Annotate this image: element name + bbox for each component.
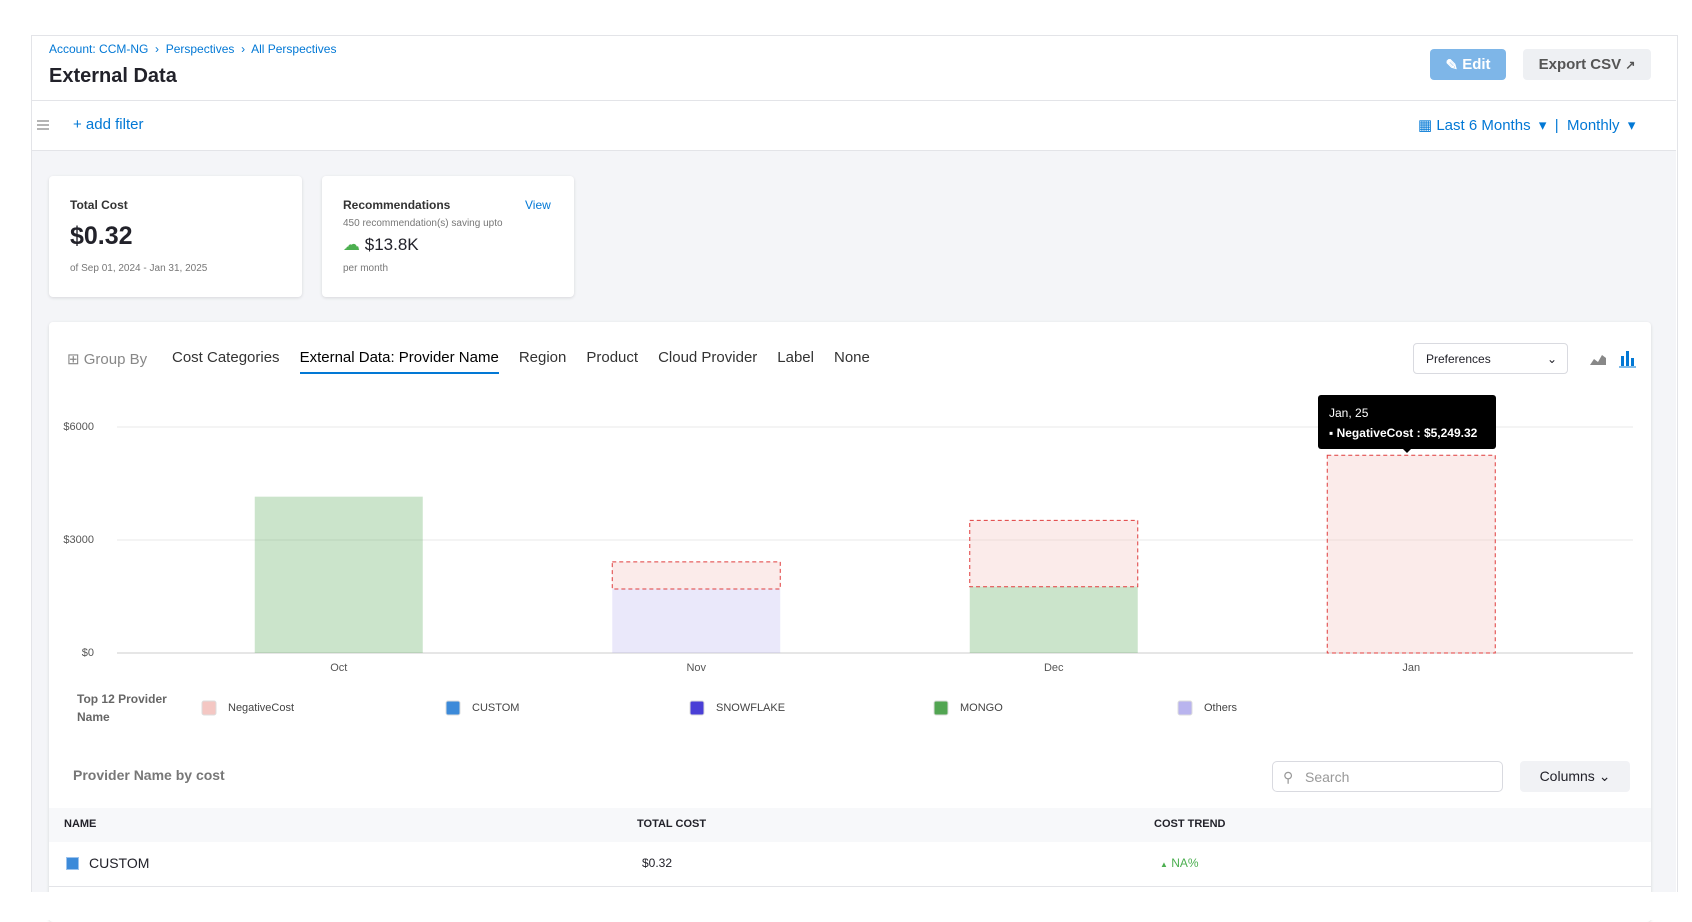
tooltip-arrow — [1401, 447, 1413, 459]
export-button[interactable]: Export CSV ↗ — [1523, 49, 1651, 80]
cell: NA% — [1171, 856, 1198, 870]
bar-segment — [1327, 455, 1495, 653]
group-by-option[interactable]: None — [834, 349, 870, 374]
column-header: COST TREND — [1154, 818, 1226, 830]
legend-label: MONGO — [960, 702, 1003, 714]
card-note: 450 recommendation(s) saving upto — [343, 218, 503, 229]
page-title: External Data — [49, 65, 177, 88]
y-tick-label: $6000 — [63, 421, 94, 433]
crumb[interactable]: All Perspectives — [251, 42, 336, 56]
legend-label: Others — [1204, 702, 1238, 714]
date-controls[interactable]: ▦ Last 6 Months ▾ | Monthly ▾ — [1418, 116, 1635, 134]
group-by-options: Cost Categories External Data: Provider N… — [172, 349, 870, 374]
group-by-option[interactable]: Label — [777, 349, 814, 374]
bar-segment — [612, 562, 780, 589]
view-link[interactable]: View — [525, 198, 551, 212]
legend-title: Top 12 Provider Name — [77, 690, 187, 726]
group-by-label: Group By — [84, 351, 147, 368]
columns-label: Columns — [1540, 768, 1595, 784]
range[interactable]: Last 6 Months — [1436, 117, 1530, 134]
legend-swatch — [202, 701, 216, 715]
x-tick-label: Nov — [686, 662, 706, 674]
card-value: $0.32 — [70, 222, 133, 251]
total-cost-card: Total Cost $0.32 of Sep 01, 2024 - Jan 3… — [49, 176, 302, 297]
card-value: ☁ $13.8K — [343, 235, 419, 255]
add-filter[interactable]: + add filter — [73, 116, 143, 133]
legend-swatch — [1178, 701, 1192, 715]
card-unit: per month — [343, 263, 388, 274]
edit-button[interactable]: ✎ Edit — [1430, 49, 1506, 80]
recommendations-card: Recommendations View 450 recommendation(… — [322, 176, 574, 297]
bar-segment — [970, 520, 1138, 586]
group-by-option[interactable]: External Data: Provider Name — [300, 349, 499, 374]
table-header — [49, 808, 1651, 842]
search-placeholder: Search — [1305, 769, 1349, 785]
x-tick-label: Jan — [1402, 662, 1420, 674]
bar-segment — [612, 589, 780, 653]
card-label: Recommendations — [343, 198, 450, 212]
card-label: Total Cost — [70, 198, 128, 212]
cell: CUSTOM — [89, 855, 149, 871]
card-period: of Sep 01, 2024 - Jan 31, 2025 — [70, 263, 207, 274]
x-tick-label: Dec — [1044, 662, 1064, 674]
columns-button[interactable]: Columns ⌄ — [1520, 761, 1630, 792]
bar-segment — [970, 587, 1138, 653]
export-label: Export CSV — [1539, 56, 1622, 73]
tooltip-text: NegativeCost : $5,249.32 — [1337, 426, 1478, 440]
legend-label: NegativeCost — [228, 702, 294, 714]
column-header: TOTAL COST — [637, 818, 706, 830]
legend-swatch — [446, 701, 460, 715]
y-tick-label: $0 — [82, 647, 94, 659]
group-by: ⊞ Group By — [67, 350, 147, 368]
column-header: NAME — [64, 818, 96, 830]
legend-label: CUSTOM — [472, 702, 519, 714]
crumb[interactable]: Account: CCM-NG — [49, 42, 148, 56]
edit-label: Edit — [1462, 56, 1490, 73]
row-swatch — [66, 857, 79, 870]
group-by-option[interactable]: Region — [519, 349, 567, 374]
chart-type-icons[interactable] — [1588, 350, 1638, 368]
divider — [32, 100, 1676, 101]
saving: $13.8K — [365, 235, 419, 254]
legend-swatch — [934, 701, 948, 715]
divider — [32, 150, 1676, 151]
y-tick-label: $3000 — [63, 534, 94, 546]
tooltip-title: Jan, 25 — [1329, 406, 1368, 420]
table-title: Provider Name by cost — [73, 767, 225, 783]
tooltip: Jan, 25 ▪ NegativeCost : $5,249.32 — [1318, 395, 1496, 449]
preferences-label: Preferences — [1426, 352, 1491, 366]
x-tick-label: Oct — [330, 662, 347, 674]
filter-icon[interactable] — [36, 118, 50, 132]
legend-swatch — [690, 701, 704, 715]
group-by-option[interactable]: Product — [586, 349, 638, 374]
breadcrumbs: Account: CCM-NG › Perspectives › All Per… — [49, 42, 336, 56]
row-divider — [49, 886, 1651, 887]
group-by-option[interactable]: Cost Categories — [172, 349, 280, 374]
legend-label: SNOWFLAKE — [716, 702, 785, 714]
search-box[interactable]: ⚲Search — [1272, 761, 1503, 792]
bar-segment — [255, 497, 423, 653]
granularity[interactable]: Monthly — [1567, 117, 1620, 134]
cell: $0.32 — [642, 856, 672, 870]
group-by-option[interactable]: Cloud Provider — [658, 349, 757, 374]
page-bottom — [0, 892, 1692, 920]
preferences-select[interactable]: Preferences⌄ — [1413, 343, 1568, 374]
crumb[interactable]: Perspectives — [166, 42, 235, 56]
